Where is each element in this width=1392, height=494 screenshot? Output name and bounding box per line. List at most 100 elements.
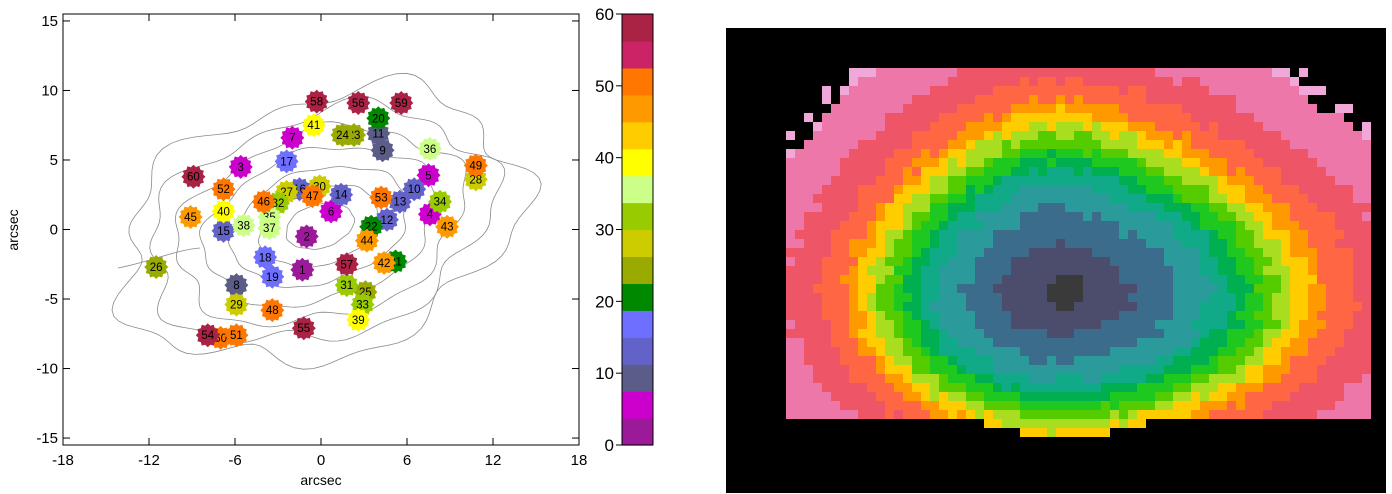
heatmap-cell xyxy=(903,158,912,167)
region-marker: 60 xyxy=(181,164,206,189)
heatmap-cell xyxy=(1083,77,1092,86)
heatmap-cell xyxy=(849,311,858,320)
heatmap-cell xyxy=(795,185,804,194)
heatmap-cell xyxy=(1362,338,1371,347)
heatmap-cell xyxy=(1218,401,1227,410)
heatmap-cell xyxy=(1218,275,1227,284)
region-label: 43 xyxy=(441,222,454,234)
heatmap-cell xyxy=(1083,383,1092,392)
heatmap-cell xyxy=(993,149,1002,158)
heatmap-cell xyxy=(1353,356,1362,365)
heatmap-cell xyxy=(1263,284,1272,293)
heatmap-cell xyxy=(939,176,948,185)
heatmap-cell xyxy=(1236,221,1245,230)
heatmap-cell xyxy=(975,185,984,194)
heatmap-cell xyxy=(804,239,813,248)
heatmap-cell xyxy=(1227,248,1236,257)
heatmap-cell xyxy=(894,284,903,293)
heatmap-cell xyxy=(1128,221,1137,230)
heatmap-cell xyxy=(975,383,984,392)
region-label: 51 xyxy=(230,330,243,342)
heatmap-cell xyxy=(1155,185,1164,194)
heatmap-cell xyxy=(1137,356,1146,365)
heatmap-cell xyxy=(1245,194,1254,203)
heatmap-cell xyxy=(966,329,975,338)
heatmap-cell xyxy=(1344,257,1353,266)
heatmap-cell xyxy=(1074,176,1083,185)
heatmap-cell xyxy=(1299,86,1308,95)
heatmap-cell xyxy=(849,68,858,77)
heatmap-cell xyxy=(1218,221,1227,230)
heatmap-cell xyxy=(1101,257,1110,266)
heatmap-cell xyxy=(1281,410,1290,419)
heatmap-cell xyxy=(1011,68,1020,77)
heatmap-cell xyxy=(1029,194,1038,203)
heatmap-cell xyxy=(1092,320,1101,329)
heatmap-cell xyxy=(1290,131,1299,140)
x-tick-label: 18 xyxy=(571,452,588,469)
heatmap-cell xyxy=(1272,248,1281,257)
heatmap-cell xyxy=(1029,293,1038,302)
heatmap-cell xyxy=(1074,230,1083,239)
heatmap-cell xyxy=(1254,140,1263,149)
heatmap-cell xyxy=(921,401,930,410)
heatmap-cell xyxy=(786,383,795,392)
heatmap-cell xyxy=(1335,284,1344,293)
heatmap-cell xyxy=(1182,266,1191,275)
heatmap-cell xyxy=(1029,158,1038,167)
heatmap-cell xyxy=(1011,347,1020,356)
heatmap-cell xyxy=(1326,248,1335,257)
x-tick-label: -18 xyxy=(52,452,74,469)
heatmap-cell xyxy=(1137,419,1146,428)
heatmap-cell xyxy=(930,320,939,329)
heatmap-cell xyxy=(1308,230,1317,239)
heatmap-cell xyxy=(1083,257,1092,266)
heatmap-cell xyxy=(930,248,939,257)
heatmap-cell xyxy=(1092,131,1101,140)
heatmap-cell xyxy=(966,167,975,176)
heatmap-cell xyxy=(1083,131,1092,140)
heatmap-cell xyxy=(1236,257,1245,266)
heatmap-cell xyxy=(1263,311,1272,320)
heatmap-cell xyxy=(912,104,921,113)
heatmap-cell xyxy=(1245,122,1254,131)
region-marker-shape xyxy=(463,153,488,178)
heatmap-cell xyxy=(1119,329,1128,338)
heatmap-cell xyxy=(1146,95,1155,104)
heatmap-cell xyxy=(786,410,795,419)
heatmap-cell xyxy=(930,257,939,266)
heatmap-cell xyxy=(1092,338,1101,347)
region-marker: 56 xyxy=(346,91,371,115)
heatmap-cell xyxy=(1074,77,1083,86)
heatmap-cell xyxy=(912,194,921,203)
heatmap-cell xyxy=(831,320,840,329)
heatmap-cell xyxy=(1065,149,1074,158)
heatmap-cell xyxy=(1002,311,1011,320)
heatmap-cell xyxy=(984,365,993,374)
heatmap-cell xyxy=(831,365,840,374)
heatmap-cell xyxy=(1236,68,1245,77)
heatmap-cell xyxy=(1020,419,1029,428)
heatmap-cell xyxy=(966,347,975,356)
heatmap-cell xyxy=(1083,203,1092,212)
region-label: 3 xyxy=(238,162,244,174)
heatmap-cell xyxy=(1056,185,1065,194)
heatmap-cell xyxy=(831,383,840,392)
heatmap-cell xyxy=(894,167,903,176)
region-marker-shape xyxy=(294,224,319,249)
region-label: 20 xyxy=(372,113,385,125)
heatmap-cell xyxy=(849,356,858,365)
heatmap-cell xyxy=(1056,158,1065,167)
heatmap-cell xyxy=(1362,347,1371,356)
region-label: 59 xyxy=(395,98,408,110)
heatmap-cell xyxy=(840,167,849,176)
heatmap-cell xyxy=(822,338,831,347)
heatmap-cell xyxy=(993,239,1002,248)
heatmap-cell xyxy=(822,230,831,239)
heatmap-cell xyxy=(1074,104,1083,113)
heatmap-cell xyxy=(1137,122,1146,131)
heatmap-cell xyxy=(984,293,993,302)
heatmap-cell xyxy=(1101,356,1110,365)
heatmap-cell xyxy=(1119,77,1128,86)
heatmap-cell xyxy=(939,239,948,248)
